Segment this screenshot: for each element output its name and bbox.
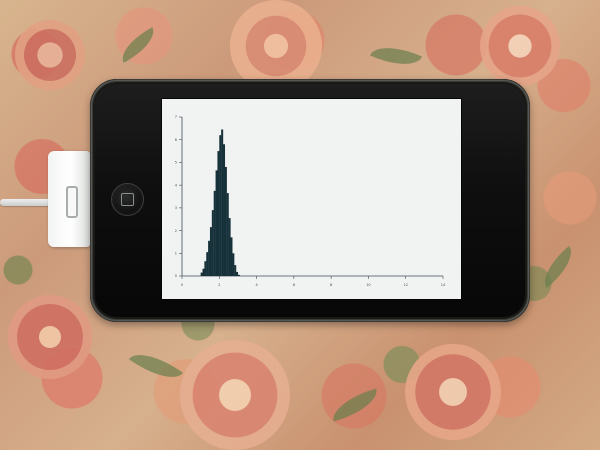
home-button[interactable]: [111, 183, 144, 216]
histogram-bar: [226, 193, 229, 276]
histogram-bar: [223, 144, 226, 276]
histogram-bar: [217, 151, 220, 276]
fabric-flower-pattern: [230, 0, 322, 92]
histogram-bar: [221, 129, 224, 276]
x-axis-tick-label: 10: [366, 283, 370, 287]
histogram-bar: [215, 170, 218, 276]
y-axis-tick-label: 4: [175, 183, 178, 187]
home-square-icon: [121, 193, 134, 206]
y-axis-tick-label: 0: [175, 274, 177, 278]
histogram-bar: [200, 272, 203, 276]
histogram-bar: [219, 135, 222, 276]
charging-cable: [0, 199, 52, 206]
histogram-bar: [211, 210, 214, 276]
histogram-bar: [234, 265, 237, 276]
y-axis-tick-label: 3: [175, 206, 177, 210]
fabric-leaf-pattern: [370, 37, 422, 75]
histogram-bar: [232, 253, 235, 276]
fabric-leaf-pattern: [128, 342, 184, 390]
histogram-bar: [202, 268, 205, 276]
fabric-flower-pattern: [180, 340, 290, 450]
y-axis-tick-label: 7: [175, 115, 177, 119]
fabric-flower-pattern: [405, 344, 501, 440]
histogram-bar: [208, 240, 211, 276]
x-axis-tick-label: 14: [441, 283, 446, 287]
y-axis-tick-label: 2: [175, 229, 177, 233]
x-axis-tick-label: 8: [330, 283, 332, 287]
dock-connector: [48, 151, 90, 247]
fabric-flower-pattern: [8, 295, 92, 379]
fabric-leaf-pattern: [328, 388, 382, 422]
histogram-bar: [206, 252, 209, 276]
y-axis-tick-label: 5: [175, 161, 177, 165]
media-player-device: 0 2 4 6 8 10 12 14 0 1 2 3 4 5 6 7: [90, 79, 530, 322]
histogram-bar: [228, 218, 231, 276]
histogram-bar: [237, 274, 240, 276]
fabric-flower-pattern: [480, 6, 560, 86]
connector-slot: [66, 186, 78, 218]
x-axis-tick-label: 0: [181, 283, 183, 287]
x-axis-tick-label: 4: [255, 283, 258, 287]
y-axis-tick-label: 1: [175, 251, 177, 255]
histogram-bar: [213, 190, 216, 276]
histogram-bar: [209, 227, 212, 276]
fabric-leaf-pattern: [535, 245, 581, 289]
x-axis-tick-label: 2: [218, 283, 220, 287]
histogram-bar: [204, 261, 207, 276]
fabric-flower-pattern: [15, 20, 85, 90]
x-axis-tick-label: 12: [403, 283, 407, 287]
histogram-bar: [230, 237, 233, 276]
device-screen: 0 2 4 6 8 10 12 14 0 1 2 3 4 5 6 7: [162, 99, 461, 299]
x-axis-tick-label: 6: [293, 283, 295, 287]
histogram-bar: [224, 166, 227, 276]
y-axis-tick-label: 6: [175, 138, 177, 142]
histogram-bar: [236, 271, 239, 276]
fabric-leaf-pattern: [115, 27, 161, 63]
